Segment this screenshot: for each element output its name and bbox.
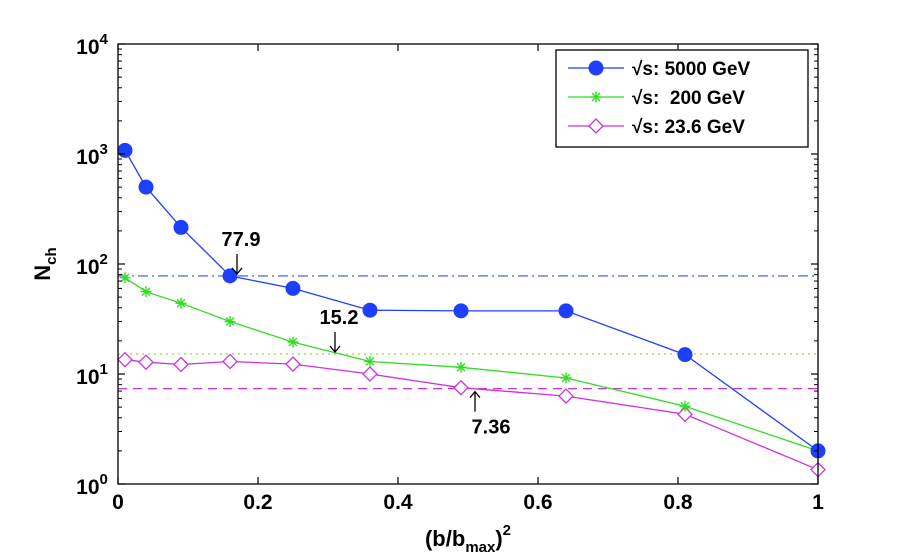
legend-marker-0	[588, 60, 604, 76]
x-tick-label-1: 0.2	[243, 491, 272, 514]
svg-text:Nch: Nch	[30, 247, 60, 280]
x-tick-label-3: 0.6	[523, 491, 552, 514]
reference-lines	[118, 275, 818, 390]
x-axis-title-sub: max	[465, 539, 496, 554]
annotation-2: 7.36	[469, 390, 511, 439]
data-point-s1-p1	[140, 286, 152, 298]
annotation-1: 15.2	[320, 307, 359, 354]
annotation-0: 77.9	[222, 229, 261, 275]
x-tick-label-0: 0	[112, 491, 124, 514]
data-point-s2-p1	[138, 354, 154, 371]
annotation-label-2: 7.36	[472, 417, 511, 439]
legend-entry-0: √s: 5000 GeV	[568, 59, 750, 80]
legend-entry-1: √s: 200 GeV	[568, 88, 745, 109]
series-markers	[117, 142, 826, 478]
data-point-s1-p5	[364, 355, 376, 367]
series-line-1	[124, 277, 819, 452]
x-axis-title: (b/bmax)2	[425, 522, 511, 554]
x-axis-title-close: )	[495, 526, 502, 551]
y-tick-label-2: 102	[76, 251, 108, 279]
data-point-s0-p0	[117, 142, 133, 158]
data-point-s0-p1	[138, 179, 154, 195]
legend-marker-2	[588, 118, 604, 134]
data-point-s1-p0	[119, 272, 131, 284]
data-point-s2-p2	[173, 356, 189, 373]
y-axis-title: Nch	[30, 247, 60, 280]
data-point-s1-p8	[679, 400, 691, 412]
series-line-2	[124, 359, 819, 471]
data-point-s0-p3	[222, 268, 238, 284]
data-point-s0-p4	[285, 280, 301, 296]
legend-label-2: √s: 23.6 GeV	[632, 117, 745, 138]
data-point-s2-p3	[222, 353, 238, 370]
data-point-s2-p5	[362, 366, 378, 382]
data-point-s0-p5	[362, 302, 378, 318]
annotation-label-1: 15.2	[320, 307, 359, 329]
legend-label-1: √s: 200 GeV	[632, 88, 745, 109]
x-tick-label-2: 0.4	[383, 491, 413, 514]
data-point-s0-p7	[558, 303, 574, 319]
y-tick-label-4: 104	[76, 31, 108, 59]
x-axis-title-sup: 2	[503, 522, 511, 539]
y-axis-title-main: N	[30, 265, 55, 281]
data-point-s0-p6	[453, 303, 469, 319]
data-point-s2-p6	[453, 379, 469, 396]
x-axis-title-main: (b/b	[425, 526, 465, 551]
series-line-0	[124, 149, 819, 452]
data-point-s2-p4	[285, 356, 301, 373]
data-point-s2-p7	[558, 388, 574, 404]
legend-label-0: √s: 5000 GeV	[632, 59, 750, 80]
data-point-s2-p0	[117, 351, 133, 368]
data-point-s1-p2	[175, 297, 187, 309]
series-lines	[124, 149, 819, 471]
y-axis-title-sub: ch	[43, 247, 60, 265]
legend-marker-1	[590, 91, 602, 103]
data-point-s1-p6	[455, 361, 467, 373]
data-point-s1-p4	[287, 336, 299, 348]
data-point-s0-p2	[173, 219, 189, 235]
y-tick-label-0: 100	[76, 471, 108, 499]
y-tick-label-3: 103	[76, 141, 108, 169]
annotations: 77.9 15.2 7.36	[222, 229, 511, 439]
data-point-s0-p8	[677, 347, 693, 363]
x-tick-label-4: 0.8	[663, 491, 693, 514]
legend-entry-2: √s: 23.6 GeV	[568, 117, 745, 138]
data-point-s1-p3	[224, 316, 236, 328]
y-tick-label-1: 101	[76, 361, 108, 389]
data-point-s1-p7	[560, 372, 572, 384]
legend: √s: 5000 GeV √s: 200 GeV √s: 23.6 GeV	[555, 49, 809, 148]
data-point-s2-p8	[677, 406, 693, 423]
ticks: 0 0.2 0.4 0.6 0.8 1 100 101 102 103 104	[76, 31, 824, 514]
x-tick-label-5: 1	[812, 491, 824, 514]
annotation-label-0: 77.9	[222, 229, 261, 251]
